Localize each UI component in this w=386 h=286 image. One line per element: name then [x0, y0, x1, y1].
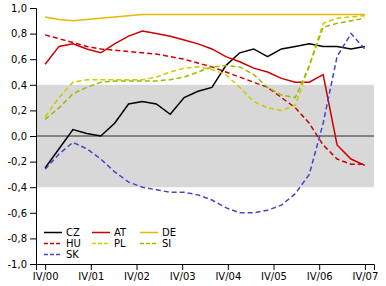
- x-tick-label: IV/05: [261, 271, 287, 282]
- y-tick-label: 0,0: [11, 131, 27, 142]
- marks: [36, 14, 374, 212]
- x-tick: IV/01: [78, 264, 104, 282]
- plot: IV/00 IV/01 IV/02 IV/03 IV/04 IV/05 IV/06 IV/07…: [7, 3, 378, 282]
- legend-swatch: [92, 232, 110, 234]
- legend-item: SK: [44, 249, 79, 260]
- y-tick-mark: [30, 85, 36, 86]
- y-tick: -0,4: [7, 182, 36, 193]
- legend-swatch: [44, 254, 62, 256]
- x-tick-label: IV/00: [33, 271, 59, 282]
- y-tick-mark: [30, 34, 36, 35]
- y-tick-mark: [30, 59, 36, 60]
- y-tick-mark: [30, 238, 36, 239]
- y-tick-label: -1,0: [7, 259, 27, 270]
- x-tick-mark: [136, 264, 137, 270]
- y-tick-label: 0,8: [11, 28, 27, 39]
- y-tick-label: -0,6: [7, 208, 27, 219]
- legend-label: DE: [162, 227, 176, 238]
- y-tick: 0,6: [11, 54, 36, 65]
- y-tick-label: -0,4: [7, 182, 27, 193]
- legend-label: HU: [66, 238, 81, 249]
- legend-swatch: [92, 243, 110, 245]
- y-tick-mark: [30, 187, 36, 188]
- y-tick: 0,4: [11, 80, 36, 91]
- y-tick-label: 1,0: [11, 3, 27, 14]
- x-tick-mark: [228, 264, 229, 270]
- x-tick: IV/06: [307, 264, 333, 282]
- y-tick: 1,0: [11, 3, 36, 14]
- y-tick-label: -0,8: [7, 233, 27, 244]
- y-axis-line: [30, 9, 37, 265]
- x-axis: IV/00 IV/01 IV/02 IV/03 IV/04 IV/05 IV/06 IV/07: [33, 264, 379, 282]
- y-tick-mark: [30, 213, 36, 214]
- x-tick-mark: [91, 264, 92, 270]
- shaded-region: [36, 85, 374, 187]
- y-axis: -1,0 -0,8 -0,6 -0,4 -0,2 0,0 0,2 0,4 0,6 0,8 1,0: [7, 3, 36, 270]
- legend-swatch: [140, 243, 158, 245]
- legend-item: DE: [140, 227, 176, 238]
- chart: IV/00 IV/01 IV/02 IV/03 IV/04 IV/05 IV/06 IV/07…: [0, 0, 386, 286]
- y-tick: -0,6: [7, 208, 36, 219]
- x-tick-label: IV/02: [124, 271, 150, 282]
- legend: CZ AT DE HU PL SI SK: [44, 227, 176, 260]
- series-line: [45, 34, 365, 213]
- x-tick-mark: [319, 264, 320, 270]
- x-tick-mark: [365, 264, 366, 270]
- x-tick-mark: [182, 264, 183, 270]
- x-axis-line: [37, 265, 375, 271]
- legend-swatch: [44, 243, 62, 245]
- legend-label: SI: [162, 238, 171, 249]
- x-tick: IV/03: [170, 264, 196, 282]
- x-tick-mark: [274, 264, 275, 270]
- series-line: [45, 44, 365, 168]
- y-tick-mark: [30, 264, 36, 265]
- y-tick: 0,8: [11, 28, 36, 39]
- y-tick: -1,0: [7, 259, 36, 270]
- x-tick-label: IV/03: [170, 271, 196, 282]
- series-line: [45, 16, 365, 117]
- legend-swatch: [140, 232, 158, 234]
- x-tick: IV/04: [215, 264, 241, 282]
- y-tick-label: 0,2: [11, 105, 27, 116]
- y-tick-label: 0,4: [11, 80, 27, 91]
- legend-label: SK: [66, 249, 79, 260]
- legend-item: CZ: [44, 227, 80, 238]
- legend-swatch: [44, 232, 62, 234]
- x-tick-label: IV/04: [215, 271, 241, 282]
- x-tick: IV/00: [33, 264, 59, 282]
- y-tick: 0,0: [11, 131, 36, 142]
- legend-item: PL: [92, 238, 126, 249]
- x-tick-label: IV/01: [78, 271, 104, 282]
- x-tick-label: IV/06: [307, 271, 333, 282]
- y-tick-mark: [30, 136, 36, 137]
- y-tick: 0,2: [11, 105, 36, 116]
- x-tick: IV/07: [352, 264, 378, 282]
- legend-item: SI: [140, 238, 171, 249]
- x-tick-mark: [45, 264, 46, 270]
- legend-label: CZ: [66, 227, 80, 238]
- legend-item: AT: [92, 227, 127, 238]
- y-tick-mark: [30, 162, 36, 163]
- y-tick: -0,2: [7, 156, 36, 167]
- series-line: [45, 14, 365, 20]
- y-tick-label: 0,6: [11, 54, 27, 65]
- y-tick-mark: [30, 110, 36, 111]
- x-tick: IV/02: [124, 264, 150, 282]
- y-tick: -0,8: [7, 233, 36, 244]
- reference-line: [36, 136, 374, 137]
- legend-label: PL: [114, 238, 126, 249]
- x-tick-label: IV/07: [352, 271, 378, 282]
- x-tick: IV/05: [261, 264, 287, 282]
- legend-label: AT: [114, 227, 127, 238]
- y-tick-label: -0,2: [7, 156, 27, 167]
- legend-item: HU: [44, 238, 81, 249]
- y-tick-mark: [30, 8, 36, 9]
- series-line: [45, 18, 365, 119]
